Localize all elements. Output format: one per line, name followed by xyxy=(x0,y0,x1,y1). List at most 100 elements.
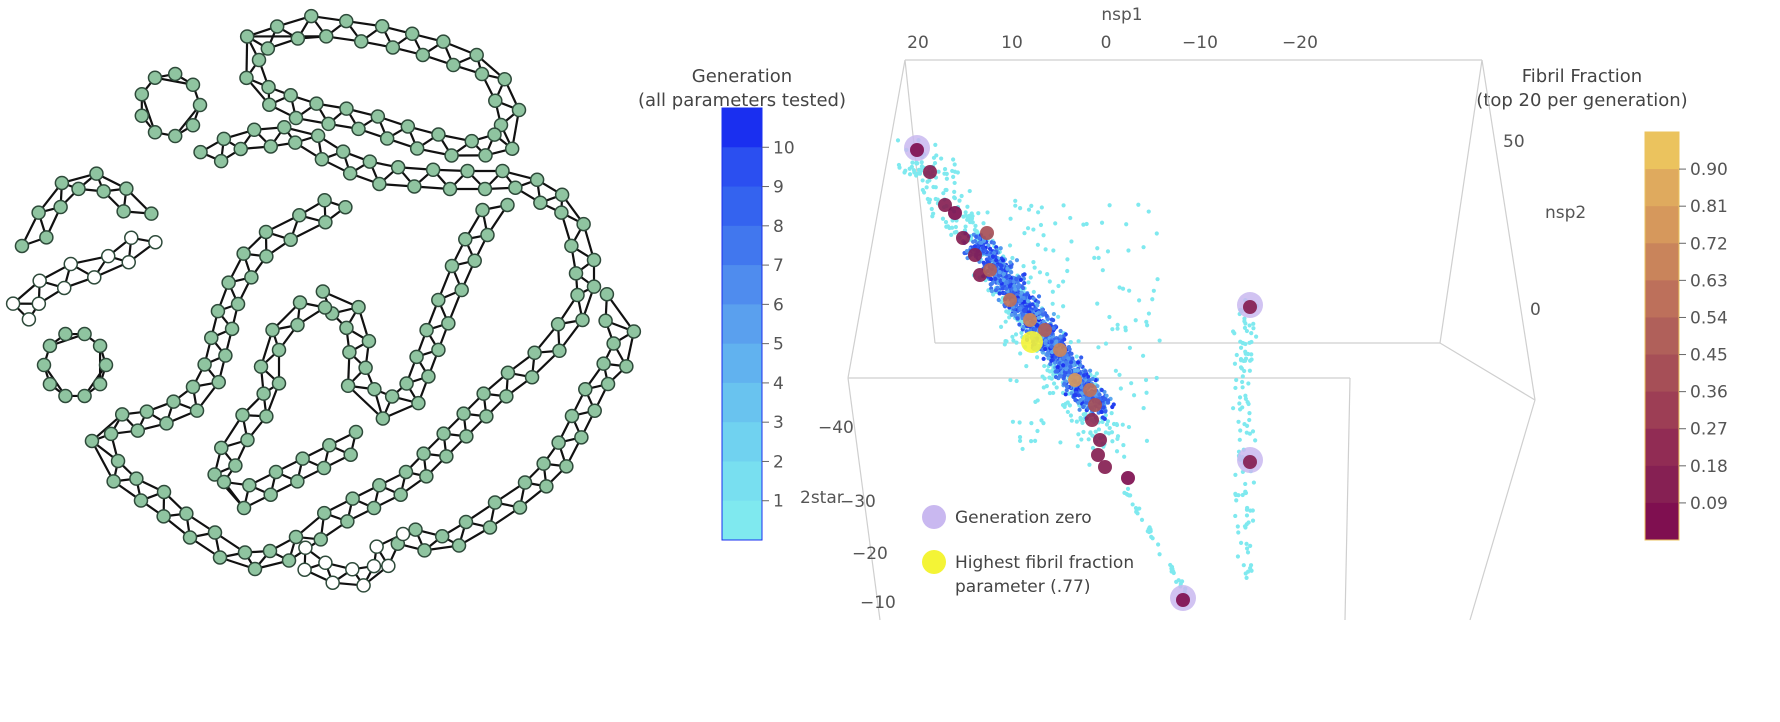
fibril-fraction-point xyxy=(938,198,952,212)
data-point xyxy=(1123,328,1128,333)
data-point xyxy=(1043,341,1048,346)
data-point xyxy=(1240,385,1245,390)
data-point xyxy=(1147,529,1152,535)
data-point xyxy=(1169,564,1175,570)
network-node xyxy=(216,131,232,147)
data-point xyxy=(1031,227,1036,232)
network-edge xyxy=(606,293,635,333)
data-point xyxy=(1015,316,1020,321)
data-point xyxy=(1073,393,1078,398)
network-node xyxy=(460,163,475,179)
data-point xyxy=(1127,288,1132,293)
data-point xyxy=(1233,385,1238,391)
data-point xyxy=(963,213,968,218)
data-point xyxy=(1144,390,1149,395)
data-point xyxy=(1244,575,1249,580)
plot-box-edge xyxy=(904,59,936,344)
network-node xyxy=(434,529,450,544)
network-node xyxy=(570,287,585,303)
data-point xyxy=(1090,433,1095,438)
network-node xyxy=(14,238,30,254)
data-point xyxy=(1130,502,1135,507)
network-node xyxy=(58,388,73,404)
data-point xyxy=(1146,209,1151,214)
network-node xyxy=(476,386,491,401)
data-point xyxy=(1103,409,1108,414)
data-point xyxy=(1087,462,1092,467)
data-point xyxy=(1081,429,1086,435)
data-point xyxy=(1076,339,1081,344)
data-point xyxy=(991,240,996,245)
data-point xyxy=(1096,255,1101,260)
network-node xyxy=(372,176,387,192)
data-point xyxy=(1017,438,1023,443)
network-node xyxy=(221,275,236,290)
network-node xyxy=(182,530,198,545)
fibril-fraction-point xyxy=(923,165,937,179)
data-point xyxy=(1061,363,1066,368)
data-point xyxy=(1243,396,1248,401)
data-point xyxy=(944,224,949,229)
data-point xyxy=(1064,367,1069,372)
data-point xyxy=(1056,314,1061,319)
data-point xyxy=(1068,215,1073,221)
data-point xyxy=(1118,386,1123,391)
data-point xyxy=(1013,198,1018,203)
data-point xyxy=(907,172,913,177)
data-point xyxy=(1086,437,1091,442)
data-point xyxy=(981,260,986,265)
data-point xyxy=(1061,279,1066,284)
data-point xyxy=(933,196,938,202)
data-point xyxy=(1243,349,1248,354)
data-point xyxy=(1042,363,1047,369)
network-node xyxy=(511,102,527,118)
network-node xyxy=(77,326,92,342)
network-node xyxy=(5,296,21,311)
data-point xyxy=(1020,446,1025,452)
network-node xyxy=(290,317,305,333)
data-point xyxy=(1243,341,1248,347)
data-point xyxy=(1090,376,1095,382)
data-point xyxy=(1115,322,1120,328)
fibril-fraction-point xyxy=(1003,293,1017,307)
network-node xyxy=(499,389,514,404)
network-node xyxy=(606,336,621,351)
data-point xyxy=(1233,513,1238,519)
data-point xyxy=(1010,334,1015,339)
data-point xyxy=(1007,284,1012,289)
network-node xyxy=(536,456,551,471)
network-node xyxy=(474,66,490,82)
data-point xyxy=(902,170,907,175)
network-node xyxy=(114,407,130,422)
data-point xyxy=(1083,411,1088,416)
z-tick: −40 xyxy=(818,418,854,438)
network-node xyxy=(56,280,72,296)
network-node xyxy=(292,208,307,223)
network-node xyxy=(214,440,229,456)
network-node xyxy=(551,435,566,450)
data-point xyxy=(1068,364,1073,369)
fibril-fraction-point xyxy=(983,263,997,277)
data-point xyxy=(1117,285,1122,290)
fibril-fraction-point xyxy=(1088,398,1102,412)
data-point xyxy=(1039,205,1044,210)
network-node xyxy=(335,144,351,159)
data-point xyxy=(1067,369,1072,374)
data-point xyxy=(998,246,1003,251)
data-point xyxy=(1126,424,1132,430)
z-tick: −30 xyxy=(840,492,876,512)
network-node xyxy=(539,479,554,494)
network-node xyxy=(340,514,355,529)
data-point xyxy=(1234,377,1239,383)
network-node xyxy=(374,19,390,34)
data-point xyxy=(1022,281,1027,286)
data-point xyxy=(1238,428,1243,433)
network-node xyxy=(260,41,276,56)
data-point xyxy=(1064,360,1069,365)
data-point xyxy=(1115,434,1121,439)
data-point xyxy=(1097,392,1102,397)
data-point xyxy=(1076,432,1081,437)
data-point xyxy=(1234,498,1239,503)
network-node xyxy=(288,529,304,545)
network-node xyxy=(375,411,391,426)
